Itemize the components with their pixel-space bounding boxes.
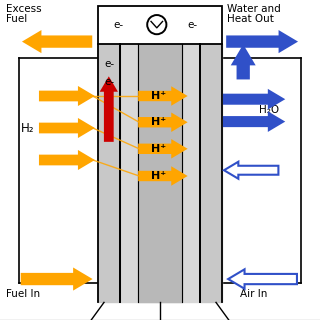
- Text: Heat Out: Heat Out: [227, 14, 274, 24]
- Text: e-: e-: [104, 59, 115, 69]
- Text: e-: e-: [187, 20, 197, 30]
- Text: Water and: Water and: [227, 4, 281, 14]
- Circle shape: [147, 15, 166, 34]
- Text: Excess: Excess: [6, 4, 41, 14]
- FancyArrow shape: [224, 162, 278, 179]
- FancyArrow shape: [101, 78, 116, 141]
- FancyArrow shape: [40, 88, 93, 104]
- FancyArrow shape: [40, 120, 93, 136]
- Text: e-: e-: [104, 76, 115, 87]
- Bar: [200, 44, 222, 302]
- FancyArrow shape: [24, 32, 91, 51]
- Text: Fuel In: Fuel In: [6, 289, 40, 299]
- Text: Fuel: Fuel: [6, 14, 27, 24]
- Text: H₂O: H₂O: [259, 105, 279, 116]
- Bar: [98, 44, 120, 302]
- FancyArrow shape: [139, 114, 186, 130]
- Text: O₂: O₂: [262, 165, 275, 175]
- Text: H⁺: H⁺: [151, 144, 166, 154]
- Text: H⁺: H⁺: [151, 171, 166, 181]
- Bar: [138, 44, 182, 302]
- FancyArrow shape: [224, 91, 283, 108]
- FancyArrow shape: [228, 269, 297, 289]
- Text: H⁺: H⁺: [151, 91, 166, 101]
- Bar: [120, 44, 200, 302]
- FancyArrow shape: [40, 152, 93, 168]
- Text: H₂: H₂: [21, 122, 34, 135]
- Text: Air In: Air In: [240, 289, 268, 299]
- FancyArrow shape: [227, 32, 296, 51]
- Bar: [98, 6, 222, 44]
- FancyArrow shape: [224, 113, 283, 130]
- FancyArrow shape: [139, 88, 186, 104]
- Text: e-: e-: [113, 20, 124, 30]
- FancyArrow shape: [139, 141, 186, 157]
- Text: H⁺: H⁺: [151, 117, 166, 127]
- FancyArrow shape: [139, 168, 186, 184]
- FancyArrow shape: [233, 46, 254, 78]
- FancyArrow shape: [22, 269, 91, 289]
